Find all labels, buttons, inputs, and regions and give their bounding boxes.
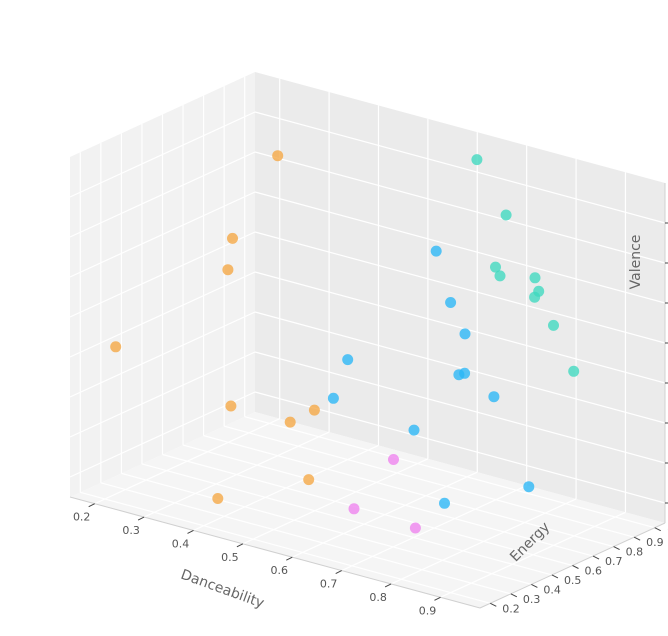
grid-line — [162, 453, 573, 567]
y-tick-mark — [531, 583, 538, 588]
grid-line — [69, 351, 256, 438]
data-point — [212, 493, 224, 504]
grid-line — [254, 391, 666, 504]
grid-line — [80, 491, 491, 604]
data-point — [500, 209, 512, 221]
x-tick-label: 0.9 — [419, 604, 437, 617]
x-tick-mark — [384, 583, 392, 588]
data-point — [408, 424, 420, 436]
x-tick-mark — [236, 543, 244, 548]
y-tick-mark — [613, 546, 620, 551]
y-tick-label: 0.8 — [626, 546, 644, 559]
data-point — [459, 328, 471, 340]
grid-line — [224, 425, 635, 538]
data-point — [225, 400, 237, 412]
y-tick-label: 1.0 — [667, 527, 668, 540]
data-point — [227, 232, 238, 244]
y-tick-label: 0.9 — [646, 536, 664, 549]
y-tick-mark — [633, 536, 641, 541]
x-tick-mark — [335, 570, 342, 575]
grid-line — [69, 311, 256, 398]
data-point — [303, 474, 315, 486]
y-tick-mark — [654, 527, 661, 532]
data-point — [348, 503, 360, 515]
data-point — [529, 272, 541, 284]
data-point — [471, 154, 483, 166]
grid-line — [254, 151, 666, 264]
grid-line — [69, 151, 256, 238]
data-point — [494, 270, 506, 282]
data-point — [308, 404, 320, 416]
data-point — [453, 369, 465, 381]
x-tick-label: 0.8 — [369, 591, 387, 604]
x-tick-mark — [137, 516, 145, 521]
y-tick-label: 0.5 — [564, 574, 582, 587]
grid-line — [69, 231, 256, 318]
x-tick-label: 0.4 — [172, 537, 190, 550]
x-tick-mark — [434, 596, 441, 601]
data-point — [409, 522, 421, 534]
data-point — [548, 319, 559, 331]
grid-line — [254, 351, 666, 464]
grid-line — [69, 191, 256, 278]
data-point — [439, 497, 450, 509]
data-points — [110, 150, 580, 534]
y-tick-mark — [592, 555, 600, 560]
y-tick-mark — [510, 593, 518, 598]
data-point — [327, 392, 339, 404]
y-tick-label: 0.2 — [502, 602, 520, 615]
x-tick-mark — [286, 556, 293, 561]
data-point — [523, 481, 535, 493]
grid-line — [254, 111, 666, 224]
x-axis-label: Danceability — [179, 567, 267, 612]
y-tick-label: 0.7 — [605, 555, 623, 568]
x-tick-label: 0.6 — [271, 564, 289, 577]
z-axis-label: Valence — [628, 235, 644, 290]
grid-line — [69, 271, 256, 358]
data-point — [445, 297, 457, 308]
x-tick-label: 0.3 — [122, 524, 140, 537]
data-point — [284, 416, 296, 428]
y-tick-mark — [572, 565, 579, 569]
grid-line — [254, 311, 666, 424]
x-tick-mark — [88, 503, 95, 508]
data-point — [272, 150, 284, 162]
data-point — [222, 264, 234, 276]
data-point — [110, 341, 122, 353]
x-tick-label: 0.7 — [320, 578, 338, 591]
data-point — [388, 454, 399, 465]
x-axis-line — [69, 496, 481, 609]
grid-line — [203, 435, 614, 548]
grid-line — [100, 482, 511, 595]
y-tick-mark — [551, 574, 559, 579]
data-point — [488, 391, 500, 403]
data-point — [430, 245, 442, 257]
grid-lines — [69, 76, 666, 604]
tick-labels: 0.20.30.40.50.60.70.80.9 0.20.30.40.50.60… — [73, 222, 668, 617]
x-tick-mark — [187, 529, 194, 534]
grid-line — [141, 463, 553, 576]
data-point — [568, 365, 580, 377]
grid-line — [69, 111, 256, 198]
x-tick-label: 0.2 — [73, 511, 91, 524]
grid-line — [254, 231, 666, 344]
x-tick-label: 0.5 — [221, 551, 239, 564]
y-tick-label: 0.6 — [585, 565, 603, 578]
y-tick-label: 0.4 — [543, 583, 561, 596]
grid-line — [244, 416, 655, 529]
grid-line — [182, 444, 594, 557]
y-tick-mark — [490, 602, 497, 607]
grid-line — [121, 472, 532, 585]
grid-line — [254, 271, 666, 384]
grid-line — [254, 191, 666, 304]
y-tick-label: 0.3 — [523, 593, 541, 606]
grid-line — [69, 391, 256, 478]
data-point — [342, 354, 354, 366]
data-point — [529, 291, 541, 303]
back-pane — [255, 72, 665, 523]
data-point — [490, 261, 501, 273]
